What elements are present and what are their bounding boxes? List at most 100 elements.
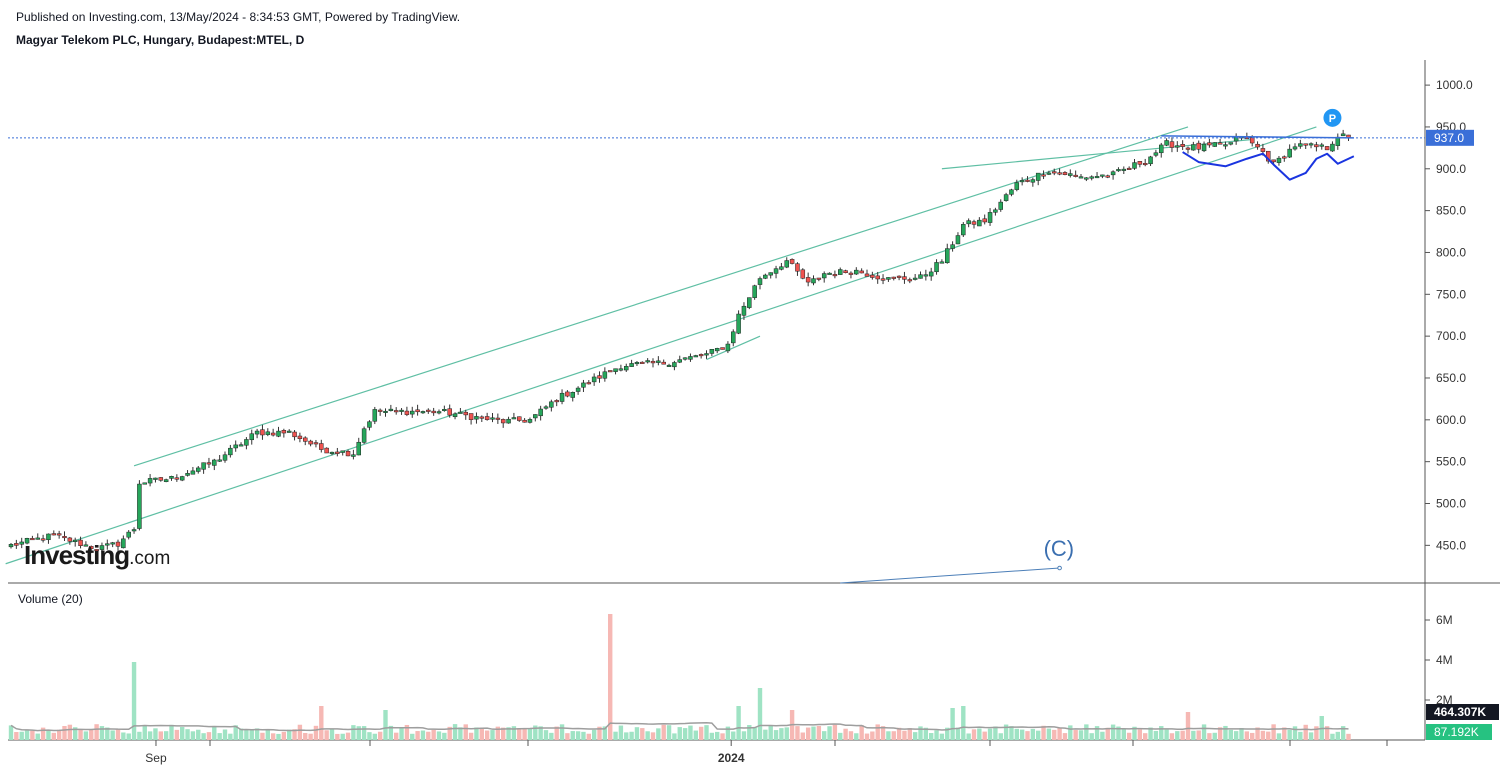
volume-bar [1110,724,1116,740]
candle-body [1212,142,1217,147]
volume-bar [565,733,570,740]
candle-body [709,348,715,354]
candle-body [1014,182,1020,190]
neckline [1161,135,1354,139]
volume-bar [126,733,131,740]
volume-bar [929,733,934,740]
candle-body [67,537,73,542]
volume-bar [78,728,83,740]
volume-bar [1239,728,1244,740]
candle-body [72,539,78,542]
price-tick-label: 700.0 [1436,329,1466,343]
p-marker [1323,108,1342,127]
candle-body [495,417,501,420]
volume-bar [1324,726,1330,740]
candle-body [163,479,169,482]
candle-body [1094,176,1100,179]
volume-bar [265,729,270,740]
candle-body [993,209,998,213]
candle-body [500,419,506,424]
candle-body [254,430,260,435]
volume-bar [1276,733,1282,740]
candle-body [463,411,468,416]
volume-bar [1019,729,1025,740]
volume-bar [222,729,228,740]
candle-body [816,277,822,280]
candle-body [8,544,14,548]
candle-body [613,368,618,372]
volume-bar [715,731,720,740]
volume-bar [891,731,896,740]
volume-bar [1014,728,1019,740]
candle-body [864,273,870,277]
volume-bar [131,662,137,740]
candle-body [35,537,40,540]
candle-body [597,375,602,379]
candle-body [308,440,313,445]
candle-body [640,361,645,364]
time-tick-label: Sep [145,751,167,765]
candle-body [1330,143,1335,152]
candle-body [645,360,650,363]
candle-body [896,275,902,278]
chart-title: Magyar Telekom PLC, Hungary, Budapest:MT… [16,33,305,47]
candle-body [522,419,527,423]
candle-body [661,361,666,365]
candle-body [565,391,570,397]
volume-bar [800,732,805,740]
candle-body [158,477,164,481]
candle-body [747,297,752,308]
volume-bar [533,725,538,740]
volume-bar [233,725,238,740]
candle-body [351,454,356,457]
volume-bar [977,728,982,740]
pattern-curve [1182,151,1355,181]
volume-bar [1255,727,1260,740]
volume-bar [158,731,163,740]
volume-bar [201,733,206,740]
candle-body [1003,194,1009,201]
volume-bar [624,732,629,740]
candle-body [1057,172,1062,175]
candle-body [961,224,966,236]
candle-body [404,410,410,415]
candle-body [891,276,896,279]
candle-body [538,408,543,417]
candle-body [1196,142,1201,150]
volume-bar [747,725,752,740]
candle-body [1142,163,1148,166]
candle-body [821,273,827,279]
volume-bar [83,731,89,740]
candle-body [1089,176,1094,179]
candle-body [698,354,704,357]
volume-bar [554,726,559,740]
volume-title: Volume (20) [18,592,83,606]
volume-bar [1003,724,1009,740]
candle-body [169,476,174,479]
volume-bar [217,733,222,740]
volume-bar [89,729,94,740]
volume-last-value: 87.192K [1434,725,1479,739]
candle-body [1084,177,1089,180]
volume-bar [110,730,115,740]
candle-body [51,533,57,536]
candle-body [356,441,361,456]
price-tick-label: 800.0 [1436,245,1466,259]
candle-body [918,274,923,279]
candle-body [126,531,131,538]
volume-bar [784,727,789,740]
candle-body [233,444,238,449]
candle-body [110,542,115,545]
volume-bar [661,724,666,740]
volume-bar [1025,731,1030,740]
candle-body [244,439,249,446]
volume-bar [303,733,308,740]
volume-bar [281,731,287,740]
volume-bar [1335,731,1340,740]
candle-body [297,435,303,439]
candle-body [1110,171,1116,176]
volume-bar [206,732,212,740]
candle-body [779,266,784,270]
volume-bar [292,729,297,740]
